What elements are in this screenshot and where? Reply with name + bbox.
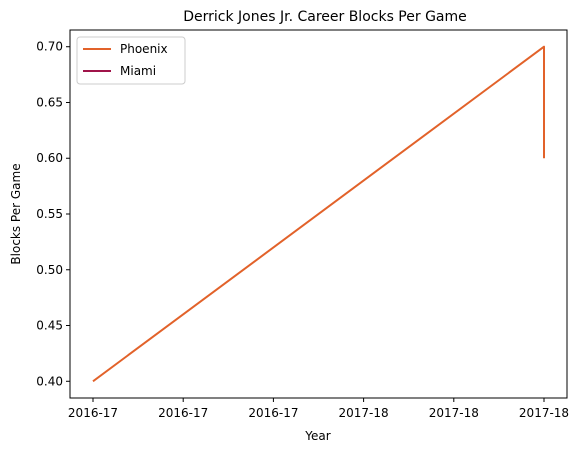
legend: Phoenix Miami bbox=[76, 36, 186, 85]
x-tick-label: 2016-17 bbox=[68, 406, 118, 420]
chart-title: Derrick Jones Jr. Career Blocks Per Game bbox=[183, 9, 467, 25]
legend-label-miami: Miami bbox=[120, 64, 156, 78]
series-line-phoenix bbox=[92, 45, 545, 383]
y-tick-label: 0.65 bbox=[36, 95, 63, 109]
y-tick-label: 0.40 bbox=[36, 374, 63, 388]
y-tick-label: 0.50 bbox=[36, 263, 63, 277]
x-axis-ticks: 2016-17 2016-17 2016-17 2017-18 2017-18 2017-… bbox=[68, 398, 569, 420]
plot-area bbox=[92, 45, 545, 383]
legend-label-phoenix: Phoenix bbox=[120, 42, 168, 56]
x-tick-label: 2017-18 bbox=[429, 406, 479, 420]
y-axis-label: Blocks Per Game bbox=[9, 163, 23, 264]
x-tick-label: 2016-17 bbox=[158, 406, 208, 420]
y-tick-label: 0.70 bbox=[36, 40, 63, 54]
x-axis-label: Year bbox=[304, 429, 330, 443]
x-tick-label: 2017-18 bbox=[519, 406, 569, 420]
y-tick-label: 0.45 bbox=[36, 319, 63, 333]
y-tick-label: 0.55 bbox=[36, 207, 63, 221]
y-tick-label: 0.60 bbox=[36, 151, 63, 165]
x-tick-label: 2017-18 bbox=[339, 406, 389, 420]
y-axis-ticks: 0.40 0.45 0.50 0.55 0.60 0.65 0.70 bbox=[36, 40, 70, 388]
x-tick-label: 2016-17 bbox=[248, 406, 298, 420]
